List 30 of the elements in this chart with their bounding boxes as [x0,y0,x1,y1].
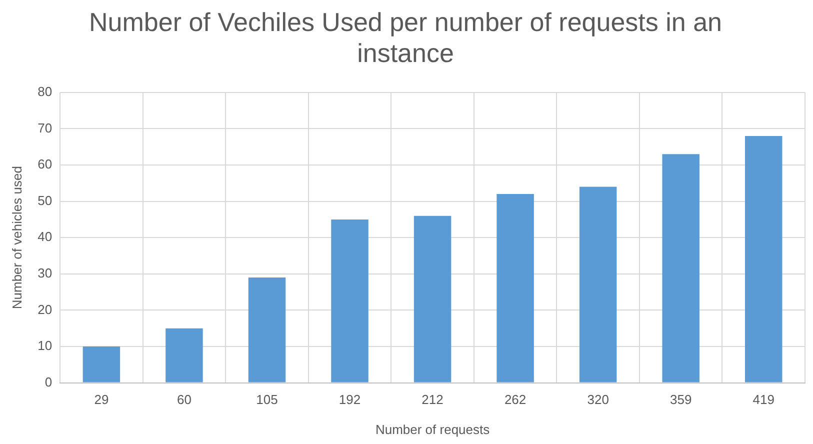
x-tick-label: 262 [504,392,526,408]
x-tick-label: 29 [94,392,109,408]
bar [248,278,286,382]
x-tick-label: 212 [422,392,444,408]
bar [414,216,452,382]
bar [579,186,617,382]
y-tick-label: 80 [38,84,52,99]
x-tick-label: 105 [256,392,278,408]
x-tick-label: 320 [587,392,609,408]
y-tick-label: 30 [38,265,52,280]
y-tick-label: 10 [38,338,52,354]
y-tick-label: 20 [38,302,52,317]
bar [744,136,782,382]
x-tick-label: 359 [670,392,692,408]
y-tick-label: 0 [44,374,52,390]
bar [496,194,534,382]
y-tick-label: 60 [38,156,52,172]
y-tick-label: 40 [38,229,52,244]
chart-title: Number of Vechiles Used per number of requests in an instance [88,6,722,68]
bar [82,346,120,382]
x-tick-label: 419 [752,392,774,408]
y-tick-label: 50 [38,192,52,208]
x-tick-label: 60 [176,392,192,408]
x-tick-label: 192 [338,392,361,408]
bar [331,219,368,382]
bar [166,328,203,382]
y-tick-label: 70 [38,120,52,136]
y-axis-title: Number of vehicles used [9,166,24,310]
bar [662,154,700,382]
x-axis-title: Number of requests [375,422,490,437]
